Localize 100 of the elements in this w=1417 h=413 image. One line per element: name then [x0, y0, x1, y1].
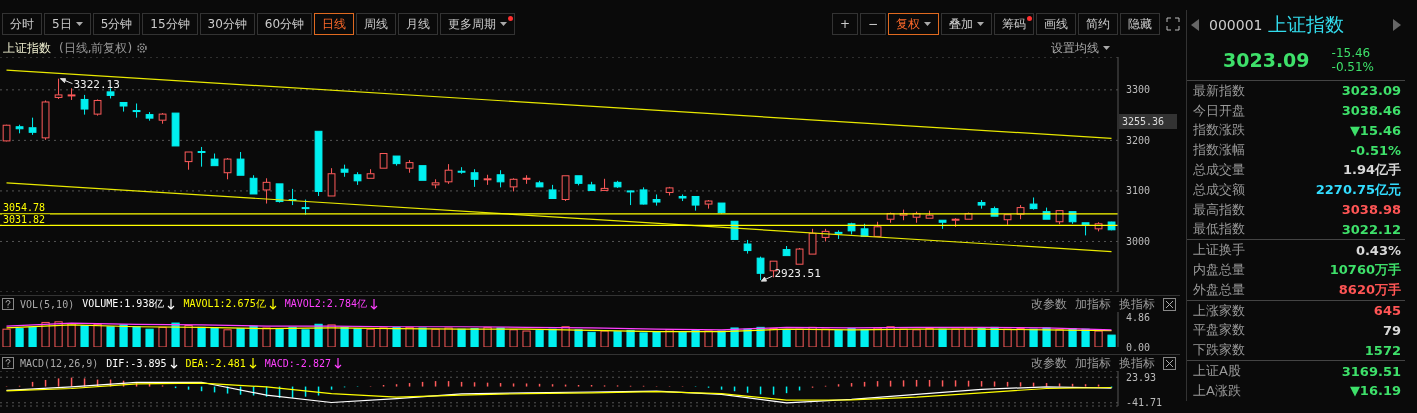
bar — [626, 329, 635, 347]
candlestick — [444, 163, 453, 185]
text: 换指标 — [1119, 354, 1155, 372]
text: -15.46 — [1331, 46, 1372, 60]
text: 2270.75亿元 — [1315, 181, 1401, 197]
bar — [15, 328, 24, 347]
category-label: 分时 — [10, 15, 34, 33]
legend-label: DEA:-2.481 — [185, 357, 247, 369]
legend-label: DIF:-3.895 — [106, 357, 168, 369]
y-tick-label: 0.00 — [1126, 341, 1151, 353]
bar — [1003, 328, 1012, 347]
category-label: 画线 — [1044, 15, 1068, 33]
text: ▼16.19 — [1349, 383, 1401, 399]
text: 3023.09 — [1223, 49, 1310, 71]
legend-label: MAVOL2:2.784亿 — [284, 297, 368, 311]
category-label: 总成交额 — [1193, 180, 1245, 199]
bar — [470, 328, 479, 347]
category-label: − — [867, 17, 878, 31]
text: 0.43% — [1355, 242, 1401, 258]
text: 3169.51 — [1341, 363, 1401, 379]
bar — [1029, 328, 1038, 347]
text: 改参数 — [1031, 295, 1067, 313]
bar — [795, 328, 804, 347]
category-label: 内盘总量 — [1193, 261, 1245, 280]
chart-title: VOL(5,10) — [20, 298, 75, 310]
bar — [210, 327, 219, 347]
text: 改参数 — [1031, 354, 1067, 372]
bar — [834, 329, 843, 347]
category-label: 简约 — [1086, 15, 1110, 33]
bar — [158, 326, 167, 347]
bar — [431, 328, 440, 347]
bar — [821, 328, 830, 347]
annotation: 3322.13 — [73, 77, 120, 91]
category-label: 叠加 — [949, 15, 973, 33]
bar — [418, 327, 427, 347]
bar — [639, 332, 648, 347]
bar — [236, 328, 245, 347]
text: 设置均线 — [1051, 39, 1100, 57]
text: 3255.36 — [1119, 114, 1177, 129]
bar — [457, 328, 466, 347]
category-label: 日线 — [322, 15, 347, 33]
bar — [1055, 329, 1064, 347]
y-tick-label: 3200 — [1126, 134, 1151, 146]
series-label: MACD:-2.827 — [264, 357, 332, 369]
bar — [808, 326, 817, 347]
category-label: 上证A股 — [1193, 362, 1241, 381]
category-label: 5日 — [52, 15, 72, 33]
chart-subtitle: (日线,前复权) — [59, 39, 133, 57]
bar — [1016, 328, 1025, 347]
bar — [704, 330, 713, 347]
bar — [353, 328, 362, 347]
bar — [262, 327, 271, 347]
chart-title: MACD(12,26,9) — [20, 357, 99, 369]
bar — [392, 326, 401, 347]
category-label: 总成交量 — [1193, 161, 1245, 180]
y-tick-label: 4.86 — [1126, 311, 1151, 323]
bar — [548, 328, 557, 347]
category-label: 指数涨幅 — [1193, 141, 1245, 160]
bar — [587, 331, 596, 347]
category-label: 30分钟 — [207, 15, 247, 33]
bar — [509, 329, 518, 347]
text: 000001 — [1209, 17, 1263, 33]
text: 1572 — [1364, 342, 1401, 358]
category-label: 周线 — [364, 15, 389, 33]
bar — [1107, 334, 1116, 347]
bar — [496, 327, 505, 347]
bar — [223, 329, 232, 347]
bar — [28, 326, 37, 347]
bar — [93, 323, 102, 347]
bar — [691, 329, 700, 347]
bar — [379, 327, 388, 347]
text: 645 — [1373, 303, 1401, 319]
y-tick-label: 23.93 — [1126, 371, 1157, 383]
bar — [717, 330, 726, 347]
ref-line-label: 3054.78 — [3, 202, 46, 214]
category-label: 外盘总量 — [1193, 280, 1245, 299]
bar — [184, 325, 193, 347]
category-label: 下跌家数 — [1193, 341, 1245, 360]
bar — [405, 326, 414, 347]
text: 8620万手 — [1338, 281, 1401, 297]
text: 加指标 — [1075, 354, 1111, 372]
category-label: 复权 — [896, 15, 920, 33]
bar — [197, 326, 206, 347]
bar — [990, 326, 999, 347]
category-label: 15分钟 — [150, 15, 190, 33]
bar — [769, 328, 778, 347]
text: 加指标 — [1075, 295, 1111, 313]
y-tick-label: 3100 — [1126, 185, 1151, 197]
bar — [119, 324, 128, 347]
bar — [743, 328, 752, 347]
bar — [951, 328, 960, 347]
category-label: 筹码 — [1002, 15, 1026, 33]
text: 1.94亿手 — [1342, 162, 1401, 178]
bar — [1094, 330, 1103, 347]
bar — [80, 325, 89, 347]
category-label: 月线 — [406, 15, 431, 33]
chart-title: 上证指数 — [3, 39, 51, 57]
bar — [301, 329, 310, 347]
bar — [535, 329, 544, 347]
annotation: 2923.51 — [774, 267, 821, 281]
